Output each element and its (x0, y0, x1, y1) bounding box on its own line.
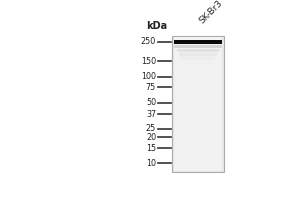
Bar (181, 56, 215, 60)
Text: 20: 20 (146, 133, 156, 142)
Bar (176, 49, 219, 52)
Text: 250: 250 (141, 37, 156, 46)
Text: 10: 10 (146, 159, 156, 168)
Text: 50: 50 (146, 98, 156, 107)
Text: 37: 37 (146, 110, 156, 119)
Bar (173, 37, 222, 171)
Bar (179, 53, 217, 56)
Text: 100: 100 (141, 72, 156, 81)
Bar (184, 61, 212, 64)
Text: 15: 15 (146, 144, 156, 153)
Bar (174, 40, 222, 44)
Bar (174, 45, 222, 48)
Text: 25: 25 (146, 124, 156, 133)
Bar (172, 36, 224, 172)
Text: 75: 75 (146, 83, 156, 92)
Text: SK-Br3: SK-Br3 (198, 0, 225, 26)
Text: 150: 150 (141, 57, 156, 66)
Text: kDa: kDa (147, 21, 168, 31)
